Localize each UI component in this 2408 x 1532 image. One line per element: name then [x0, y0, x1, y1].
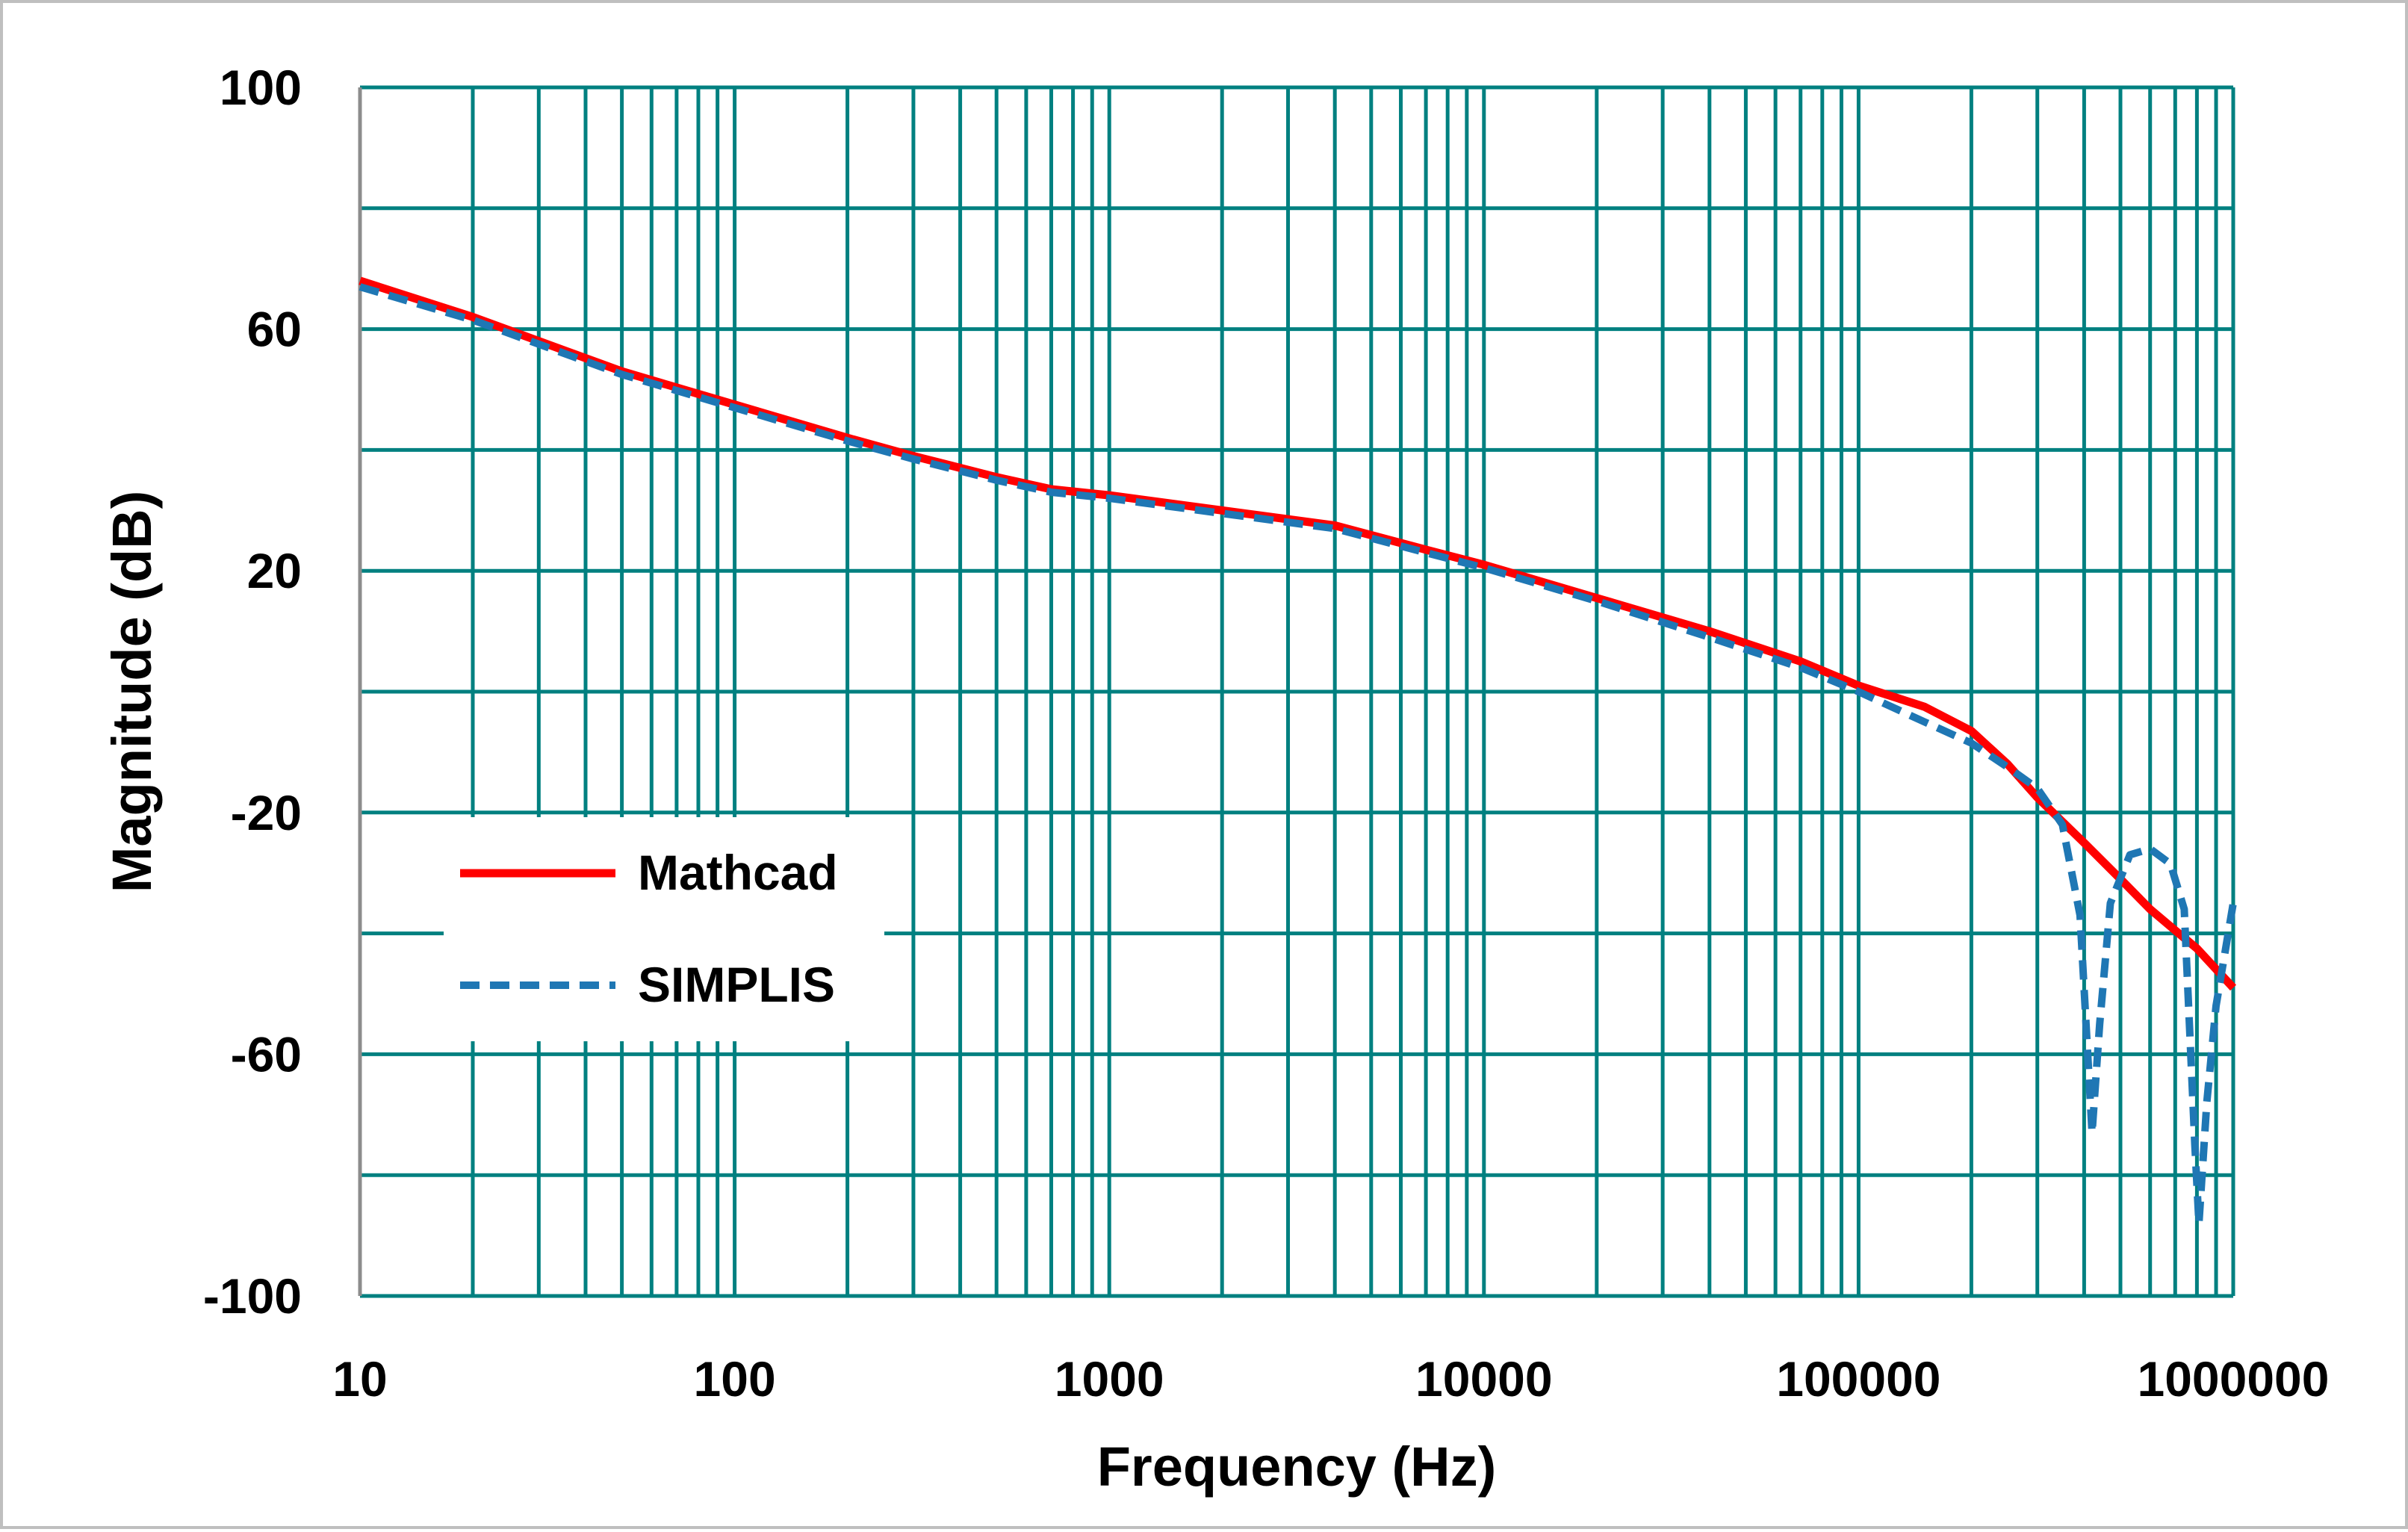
series-lines [359, 276, 2237, 1227]
y-axis-title: Magnitude (dB) [101, 491, 163, 893]
y-tick-label: 60 [247, 302, 302, 357]
legend: Mathcad SIMPLIS [460, 845, 838, 1012]
x-tick-label: 10000 [1415, 1351, 1553, 1407]
x-tick-label: 1000000 [2138, 1351, 2330, 1407]
x-tick-label: 100000 [1776, 1351, 1940, 1407]
tick-labels: 100 60 20 -20 -60 -100 10 100 1000 10000 100000 100… [203, 60, 2330, 1407]
y-tick-label: 100 [220, 60, 302, 115]
x-tick-label: 10 [332, 1351, 387, 1407]
x-tick-label: 100 [694, 1351, 776, 1407]
x-axis-title: Frequency (Hz) [1097, 1436, 1497, 1498]
series-line-simplis [359, 283, 2237, 1227]
y-tick-label: 20 [247, 543, 302, 598]
y-tick-label: -60 [231, 1026, 302, 1082]
y-tick-label: -100 [203, 1268, 302, 1324]
legend-label-simplis: SIMPLIS [638, 957, 835, 1012]
grid [358, 85, 2235, 1298]
y-tick-label: -20 [231, 785, 302, 840]
legend-background [444, 817, 884, 1041]
legend-label-mathcad: Mathcad [638, 845, 838, 900]
x-tick-label: 1000 [1055, 1351, 1164, 1407]
series-line-mathcad [359, 276, 2237, 991]
